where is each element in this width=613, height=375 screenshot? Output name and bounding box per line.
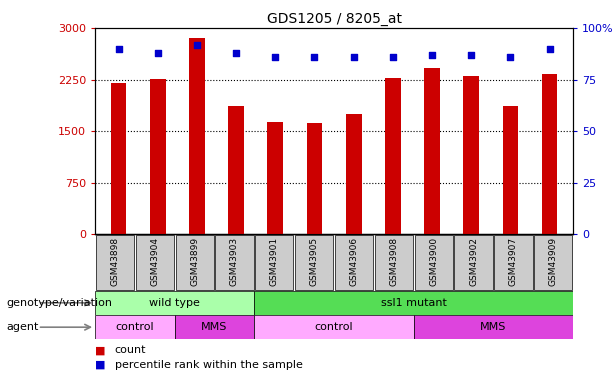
Text: control: control [115, 322, 154, 332]
Point [545, 46, 555, 52]
Text: MMS: MMS [201, 322, 228, 332]
FancyBboxPatch shape [534, 235, 573, 290]
Bar [463, 76, 479, 234]
Text: ■: ■ [95, 360, 105, 369]
FancyBboxPatch shape [254, 291, 573, 315]
Bar [385, 78, 401, 234]
Bar [189, 39, 205, 234]
Text: GSM43898: GSM43898 [110, 237, 120, 286]
FancyBboxPatch shape [295, 235, 333, 290]
Point [231, 50, 241, 56]
FancyBboxPatch shape [215, 235, 254, 290]
Text: GSM43904: GSM43904 [150, 237, 159, 286]
Text: count: count [115, 345, 146, 355]
Bar [306, 123, 322, 234]
Text: ■: ■ [95, 345, 105, 355]
Point [506, 54, 516, 60]
FancyBboxPatch shape [335, 235, 373, 290]
FancyBboxPatch shape [414, 235, 453, 290]
Point [466, 52, 476, 58]
Text: GSM43906: GSM43906 [349, 237, 359, 286]
Bar [267, 122, 283, 234]
Text: GSM43905: GSM43905 [310, 237, 319, 286]
Text: GSM43903: GSM43903 [230, 237, 239, 286]
Bar [424, 68, 440, 234]
FancyBboxPatch shape [175, 235, 214, 290]
Point [153, 50, 162, 56]
FancyBboxPatch shape [414, 315, 573, 339]
Text: wild type: wild type [150, 298, 200, 308]
FancyBboxPatch shape [95, 315, 175, 339]
Bar [503, 106, 518, 234]
Bar [150, 79, 166, 234]
FancyBboxPatch shape [254, 315, 414, 339]
Point [427, 52, 437, 58]
Point [388, 54, 398, 60]
Point [349, 54, 359, 60]
FancyBboxPatch shape [454, 235, 493, 290]
Bar [346, 114, 362, 234]
Text: MMS: MMS [480, 322, 507, 332]
Bar [111, 83, 126, 234]
Text: agent: agent [6, 322, 39, 332]
Text: percentile rank within the sample: percentile rank within the sample [115, 360, 302, 369]
Text: GSM43902: GSM43902 [469, 237, 478, 286]
Point [310, 54, 319, 60]
Text: genotype/variation: genotype/variation [6, 298, 112, 308]
Point [113, 46, 123, 52]
Title: GDS1205 / 8205_at: GDS1205 / 8205_at [267, 12, 402, 26]
FancyBboxPatch shape [375, 235, 413, 290]
Text: control: control [314, 322, 354, 332]
Text: GSM43907: GSM43907 [509, 237, 518, 286]
Bar [228, 106, 244, 234]
FancyBboxPatch shape [95, 291, 254, 315]
Text: ssl1 mutant: ssl1 mutant [381, 298, 447, 308]
FancyBboxPatch shape [135, 235, 174, 290]
Text: GSM43901: GSM43901 [270, 237, 279, 286]
Text: GSM43899: GSM43899 [190, 237, 199, 286]
Text: GSM43908: GSM43908 [389, 237, 398, 286]
FancyBboxPatch shape [96, 235, 134, 290]
Text: GSM43909: GSM43909 [549, 237, 558, 286]
Bar [542, 74, 557, 234]
FancyBboxPatch shape [175, 315, 254, 339]
Text: GSM43900: GSM43900 [429, 237, 438, 286]
FancyBboxPatch shape [494, 235, 533, 290]
Point [192, 42, 202, 48]
FancyBboxPatch shape [255, 235, 294, 290]
Point [270, 54, 280, 60]
